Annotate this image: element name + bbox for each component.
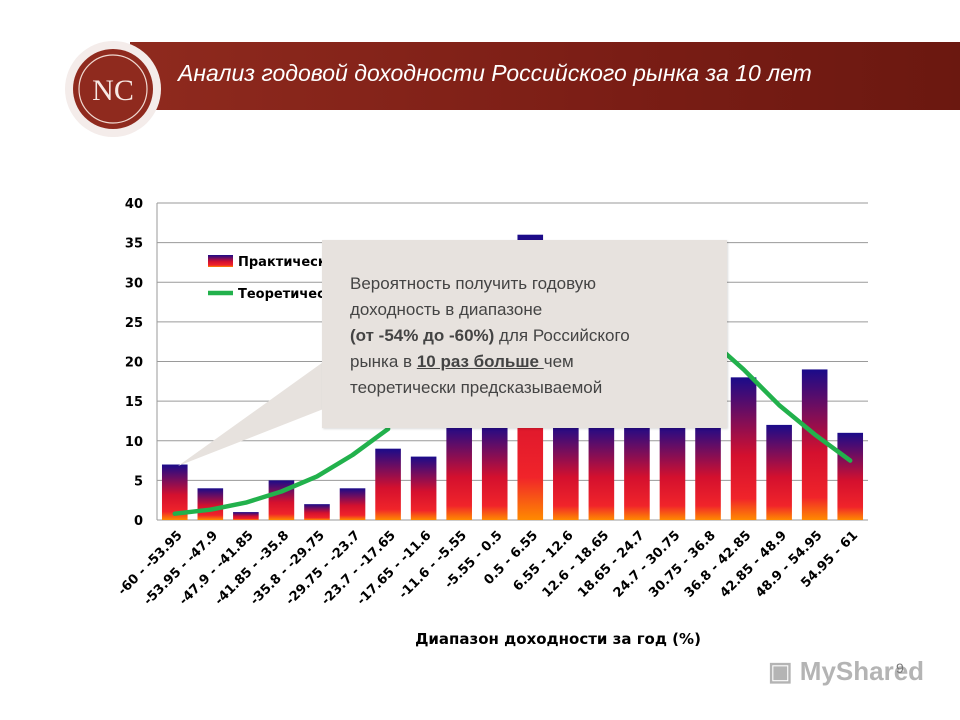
callout-line-1: Вероятность получить годовую <box>350 274 597 293</box>
callout-line-2: доходность в диапазоне <box>350 300 543 319</box>
bar <box>375 448 401 520</box>
y-tick-label: 40 <box>125 197 143 212</box>
y-tick-label: 0 <box>134 514 143 529</box>
company-logo: NC <box>65 41 161 137</box>
header-bar <box>130 42 960 110</box>
bar <box>304 504 330 520</box>
x-axis-label: Диапазон доходности за год (%) <box>415 630 701 648</box>
callout-box <box>322 240 727 428</box>
watermark-icon: ▣ <box>768 656 800 686</box>
y-tick-label: 5 <box>134 474 143 489</box>
callout-line-5: теоретически предсказываемой <box>350 378 603 397</box>
callout-line-4a: рынка в <box>350 352 417 371</box>
watermark: ▣ MyShared <box>768 656 924 687</box>
bar <box>766 424 792 520</box>
bar <box>233 512 259 520</box>
y-tick-label: 30 <box>125 276 143 291</box>
y-tick-label: 20 <box>125 356 143 371</box>
legend-line-label: Теоретичес <box>238 287 325 302</box>
bar <box>837 432 864 520</box>
bar <box>197 488 224 520</box>
bar <box>695 424 721 520</box>
y-tick-label: 15 <box>125 395 143 410</box>
bar <box>801 369 828 520</box>
bar <box>730 377 757 520</box>
bar <box>624 424 650 520</box>
page-number: 9 <box>896 660 904 676</box>
theoretical-line <box>172 426 391 516</box>
theoretical-line <box>705 335 853 463</box>
logo-monogram: NC <box>92 74 134 107</box>
y-tick-label: 25 <box>125 316 143 331</box>
y-tick-label: 35 <box>125 237 143 252</box>
bar <box>339 488 366 520</box>
bar <box>659 424 686 520</box>
callout-text: Вероятность получить годовую доходность … <box>350 271 720 401</box>
bar <box>588 424 615 520</box>
page-title: Анализ годовой доходности Российского ры… <box>178 60 812 86</box>
watermark-text: MyShared <box>799 656 925 686</box>
callout-emphasis: 10 раз больше <box>416 352 544 371</box>
bar <box>481 424 508 520</box>
bar <box>446 424 472 520</box>
bar <box>553 424 579 520</box>
callout-line-3: для Российского <box>494 326 630 345</box>
legend-bar-swatch <box>208 255 233 267</box>
y-tick-label: 10 <box>125 435 143 450</box>
legend-bar-label: Практическ <box>238 255 327 270</box>
callout-line-4b: чем <box>543 352 574 371</box>
bar <box>410 456 437 520</box>
callout-range: (от -54% до -60%) <box>350 326 495 345</box>
callout-pointer <box>178 360 326 466</box>
